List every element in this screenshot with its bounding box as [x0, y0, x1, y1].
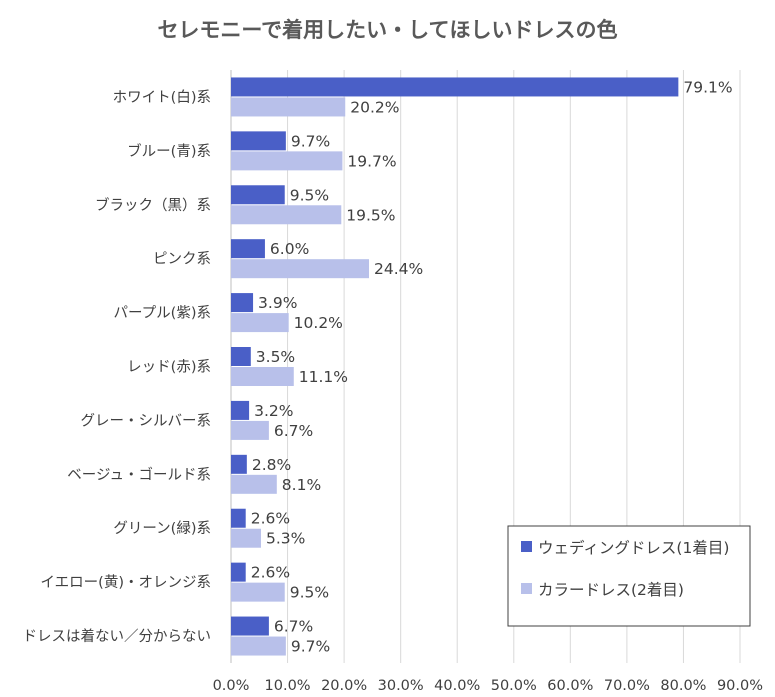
bar-color-dress — [231, 420, 269, 440]
category-label: ブルー(青)系 — [127, 142, 211, 160]
data-label: 2.6% — [251, 510, 290, 528]
bar-wedding-dress — [231, 77, 679, 97]
bars — [231, 77, 679, 656]
legend-box — [507, 525, 751, 627]
bar-wedding-dress — [231, 454, 247, 474]
x-tick-label: 10.0% — [265, 678, 311, 694]
x-tick-label: 40.0% — [434, 678, 480, 694]
bar-color-dress — [231, 97, 346, 117]
data-label: 2.8% — [252, 456, 291, 474]
bar-color-dress — [231, 313, 289, 333]
x-tick-label: 20.0% — [321, 678, 367, 694]
bar-wedding-dress — [231, 293, 254, 313]
data-labels: 79.1% 9.7% 9.5% 6.0% 3.9% 3.5% 3.2% 2.8% 2.6% 2.6… — [251, 78, 733, 655]
data-label: 6.7% — [274, 618, 313, 636]
bar-color-dress — [231, 205, 342, 225]
legend-label-wedding: ウェディングドレス(1着目) — [538, 538, 729, 557]
data-label: 24.4% — [374, 260, 423, 278]
data-label: 9.7% — [291, 132, 330, 150]
bar-color-dress — [231, 151, 343, 171]
data-label: 19.5% — [346, 206, 395, 224]
bar-color-dress — [231, 474, 277, 494]
chart-title: セレモニーで着用したい・してほしいドレスの色 — [157, 18, 618, 42]
x-tick-label: 0.0% — [213, 678, 250, 694]
category-label: レッド(赤)系 — [127, 359, 211, 376]
data-label: 3.9% — [258, 294, 297, 312]
category-label: ホワイト(白)系 — [113, 89, 211, 106]
data-label: 10.2% — [294, 314, 343, 332]
bar-wedding-dress — [231, 347, 251, 366]
bar-wedding-dress — [231, 131, 286, 151]
data-label: 11.1% — [299, 368, 348, 386]
category-label: ベージュ・ゴールド系 — [67, 465, 211, 483]
data-label: 19.7% — [347, 152, 396, 170]
category-label: パープル(紫)系 — [114, 305, 211, 322]
bar-color-dress — [231, 636, 286, 656]
category-label: ピンク系 — [153, 251, 211, 268]
bar-color-dress — [231, 367, 294, 386]
data-label: 6.7% — [274, 422, 313, 440]
bar-wedding-dress — [231, 616, 269, 636]
legend-swatch-wedding — [521, 541, 532, 552]
category-label: イエロー(黄)・オレンジ系 — [40, 574, 211, 591]
category-label: ブラック（黒）系 — [95, 196, 211, 214]
bar-color-dress — [231, 259, 369, 279]
data-label: 9.7% — [291, 638, 330, 656]
bar-color-dress — [231, 582, 285, 602]
data-label: 20.2% — [350, 98, 399, 116]
data-label: 6.0% — [270, 240, 309, 258]
data-label: 79.1% — [683, 78, 732, 96]
data-label: 3.2% — [254, 402, 293, 420]
bar-wedding-dress — [231, 185, 285, 205]
data-label: 9.5% — [290, 186, 329, 204]
bar-wedding-dress — [231, 239, 265, 259]
bar-wedding-dress — [231, 508, 246, 528]
legend-label-color-dress: カラードレス(2着目) — [538, 581, 684, 599]
bar-color-dress — [231, 528, 261, 548]
legend-swatch-color-dress — [521, 583, 532, 594]
data-label: 5.3% — [266, 530, 305, 548]
bar-wedding-dress — [231, 400, 250, 420]
category-label: ドレスは着ない／分からない — [23, 628, 212, 645]
data-label: 3.5% — [256, 348, 295, 366]
category-label: グレー・シルバー系 — [81, 412, 212, 429]
x-tick-label: 90.0% — [717, 678, 763, 694]
bar-wedding-dress — [231, 562, 246, 582]
data-label: 8.1% — [282, 476, 321, 494]
x-tick-label: 50.0% — [491, 678, 537, 694]
x-tick-label: 30.0% — [378, 678, 424, 694]
category-labels: ホワイト(白)系ブルー(青)系ブラック（黒）系ピンク系パープル(紫)系レッド(赤… — [23, 89, 212, 645]
x-tick-label: 70.0% — [604, 678, 650, 694]
x-tick-labels: 0.0% 10.0% 20.0% 30.0% 40.0% 50.0% 60.0% 70.0% 8… — [213, 678, 763, 694]
legend: ウェディングドレス(1着目) カラードレス(2着目) — [507, 525, 751, 627]
x-tick-label: 80.0% — [660, 678, 706, 694]
data-label: 2.6% — [251, 564, 290, 582]
category-label: グリーン(緑)系 — [113, 520, 211, 537]
x-tick-label: 60.0% — [547, 678, 593, 694]
data-label: 9.5% — [290, 584, 329, 602]
